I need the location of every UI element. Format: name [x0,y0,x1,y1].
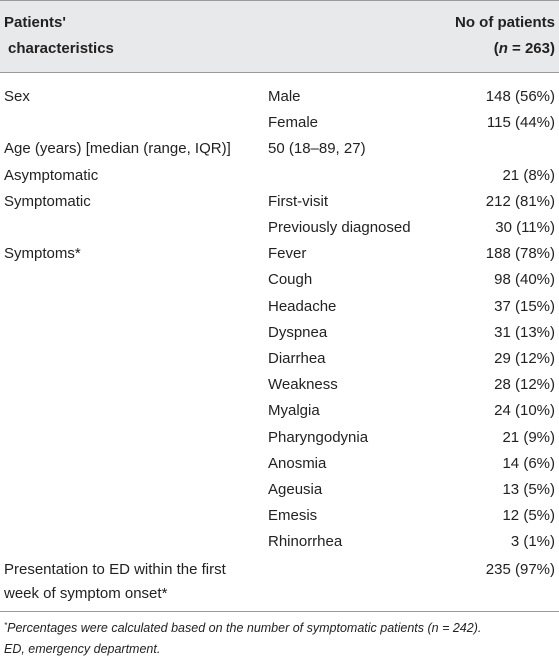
header-characteristics-line1: Patients' [4,14,66,31]
presentation-label-line1: Presentation to ED within the first [4,561,226,578]
row-subgroup: Dyspnea [268,324,328,341]
presentation-value: 235 (97%) [485,561,555,578]
row-subgroup: Fever [268,245,307,262]
row-value: 21 (9%) [502,429,555,446]
row-value: 12 (5%) [502,507,555,524]
row-value: 188 (78%) [485,245,555,262]
header-characteristics-line2: characteristics [8,40,114,57]
presentation-label-line2: week of symptom onset* [4,585,168,602]
row-subgroup: First-visit [268,193,328,210]
footnote-abbreviation: ED, emergency department. [4,642,161,656]
row-subgroup: Female [268,114,319,131]
row-value: 31 (13%) [494,324,555,341]
row-subgroup: Previously diagnosed [268,219,411,236]
row-value: 98 (40%) [494,271,555,288]
bottom-rule [0,611,559,612]
row-subgroup: Weakness [268,376,338,393]
row-value: 30 (11%) [495,219,555,236]
row-subgroup: Diarrhea [268,350,326,367]
top-rule [0,0,559,1]
row-subgroup: Pharyngodynia [268,429,369,446]
row-value: 13 (5%) [502,481,555,498]
row-value: 24 (10%) [494,402,555,419]
row-value: 29 (12%) [494,350,555,367]
row-label: Age (years) [median (range, IQR)] [4,140,231,157]
header-count-line1: No of patients [455,14,555,31]
table-header-background [0,0,559,72]
row-subgroup: Male [268,88,301,105]
row-value: 3 (1%) [510,533,555,550]
row-subgroup: Emesis [268,507,318,524]
row-subgroup: Cough [268,271,313,288]
header-count-line2: (n = 263) [493,40,555,57]
row-value: 28 (12%) [494,376,555,393]
row-label: Symptoms* [4,245,81,262]
row-label: Symptomatic [4,193,91,210]
row-subgroup: 50 (18–89, 27) [268,140,366,157]
row-subgroup: Ageusia [268,481,323,498]
row-value: 115 (44%) [486,114,555,131]
footnote: *Percentages were calculated based on th… [4,621,482,635]
row-label: Asymptomatic [4,167,99,184]
header-rule [0,72,559,73]
row-subgroup: Headache [268,298,337,315]
row-value: 21 (8%) [502,167,555,184]
row-subgroup: Anosmia [268,455,327,472]
row-value: 148 (56%) [485,88,555,105]
row-value: 212 (81%) [485,193,555,210]
row-value: 14 (6%) [502,455,555,472]
row-subgroup: Rhinorrhea [268,533,343,550]
row-label: Sex [4,88,30,105]
row-subgroup: Myalgia [268,402,320,419]
row-value: 37 (15%) [494,298,555,315]
